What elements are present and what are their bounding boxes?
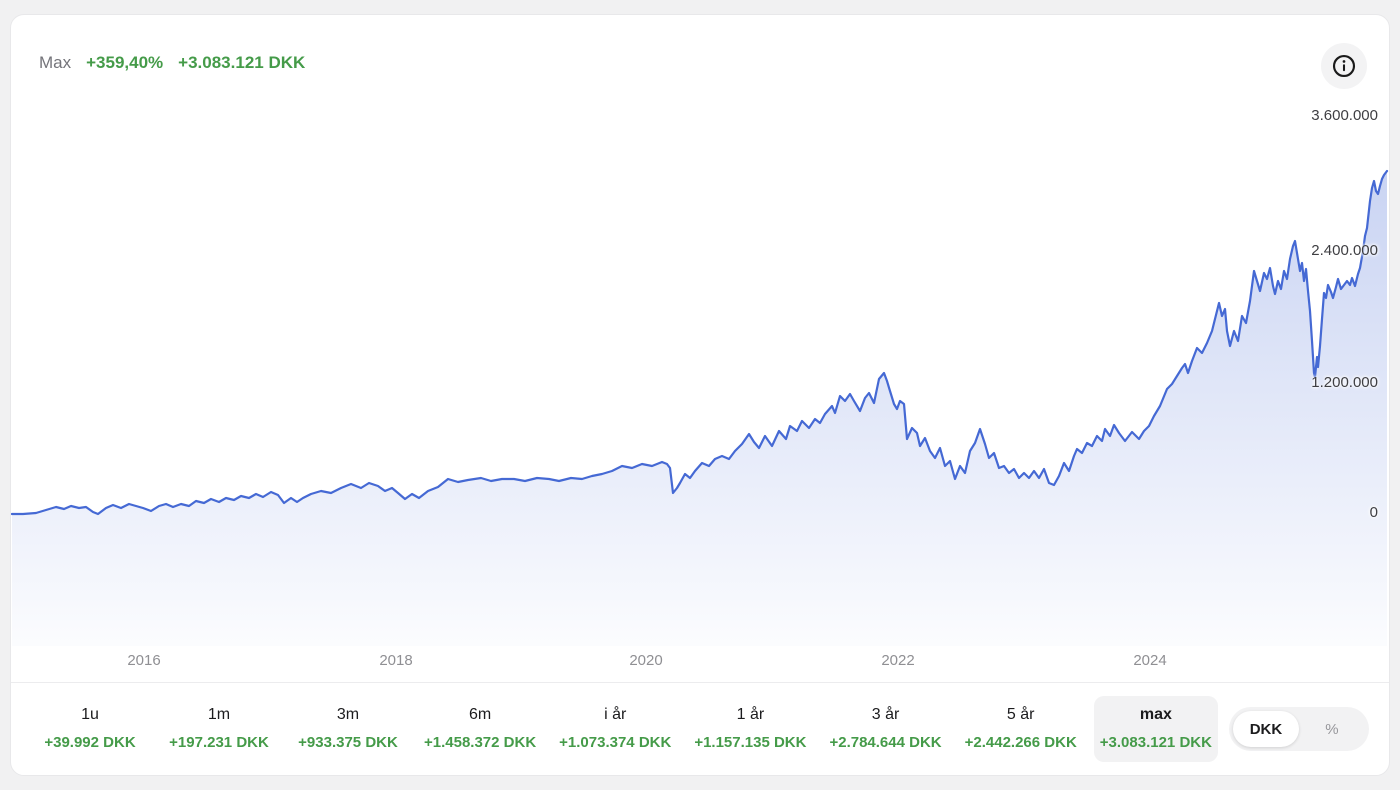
performance-summary: Max +359,40% +3.083.121 DKK: [39, 53, 305, 73]
x-tick-label: 2020: [629, 652, 663, 669]
x-axis-labels: 2016 2018 2020 2022 2024: [11, 648, 1389, 674]
period-label: 1m: [207, 706, 231, 723]
period-label: i år: [604, 706, 627, 723]
unit-toggle: DKK%: [1228, 707, 1369, 751]
period-button-max[interactable]: max +3.083.121 DKK: [1093, 696, 1218, 762]
chart-footer: 1u +39.992 DKK 1m +197.231 DKK 3m +933.375 DK…: [11, 683, 1389, 775]
x-tick-label: 2018: [379, 652, 413, 669]
period-button-5-år[interactable]: 5 år +2.442.266 DKK: [959, 696, 1083, 762]
period-button-1u[interactable]: 1u +39.992 DKK: [31, 696, 149, 762]
period-button-i-år[interactable]: i år +1.073.374 DKK: [553, 696, 677, 762]
period-label: 6m: [468, 706, 492, 723]
period-button-1-år[interactable]: 1 år +1.157.135 DKK: [688, 696, 812, 762]
return-amount: +3.083.121 DKK: [178, 53, 306, 72]
period-label: 3m: [336, 706, 360, 723]
y-tick-label: 0: [1369, 504, 1378, 521]
period-return-value: +2.784.644 DKK: [829, 734, 942, 751]
portfolio-performance-card: Max +359,40% +3.083.121 DKK 3.600.000 2.4…: [10, 14, 1390, 776]
period-label: max: [1139, 706, 1172, 723]
chart-area-fill: [12, 171, 1387, 646]
divider: [11, 682, 1389, 683]
period-button-1m[interactable]: 1m +197.231 DKK: [160, 696, 278, 762]
x-tick-label: 2022: [881, 652, 915, 669]
info-circle-icon: [1332, 54, 1356, 78]
range-label: Max: [39, 53, 72, 72]
period-return-value: +197.231 DKK: [169, 734, 269, 751]
period-label: 1u: [81, 706, 99, 723]
period-label: 3 år: [871, 706, 900, 723]
unit-option-%[interactable]: %: [1325, 720, 1339, 738]
period-button-3m[interactable]: 3m +933.375 DKK: [289, 696, 407, 762]
x-tick-label: 2024: [1133, 652, 1167, 669]
chart-line: [11, 169, 1389, 516]
period-return-value: +3.083.121 DKK: [1099, 734, 1212, 751]
period-button-6m[interactable]: 6m +1.458.372 DKK: [418, 696, 542, 762]
period-return-value: +1.073.374 DKK: [559, 734, 672, 751]
performance-chart[interactable]: 3.600.000 2.400.000 1.200.000 0: [11, 96, 1389, 646]
period-label: 5 år: [1006, 706, 1035, 723]
y-tick-label: 3.600.000: [1311, 107, 1378, 124]
period-button-3-år[interactable]: 3 år +2.784.644 DKK: [823, 696, 947, 762]
y-tick-label: 1.200.000: [1311, 374, 1378, 391]
period-return-value: +933.375 DKK: [298, 734, 398, 751]
y-tick-label: 2.400.000: [1311, 242, 1378, 259]
unit-option-dkk[interactable]: DKK: [1232, 711, 1299, 747]
period-return-value: +1.157.135 DKK: [694, 734, 807, 751]
x-tick-label: 2016: [127, 652, 161, 669]
period-return-value: +1.458.372 DKK: [424, 734, 537, 751]
period-return-value: +39.992 DKK: [44, 734, 136, 751]
info-button[interactable]: [1321, 43, 1367, 89]
return-percent: +359,40%: [86, 53, 164, 72]
period-label: 1 år: [736, 706, 765, 723]
period-return-value: +2.442.266 DKK: [964, 734, 1077, 751]
